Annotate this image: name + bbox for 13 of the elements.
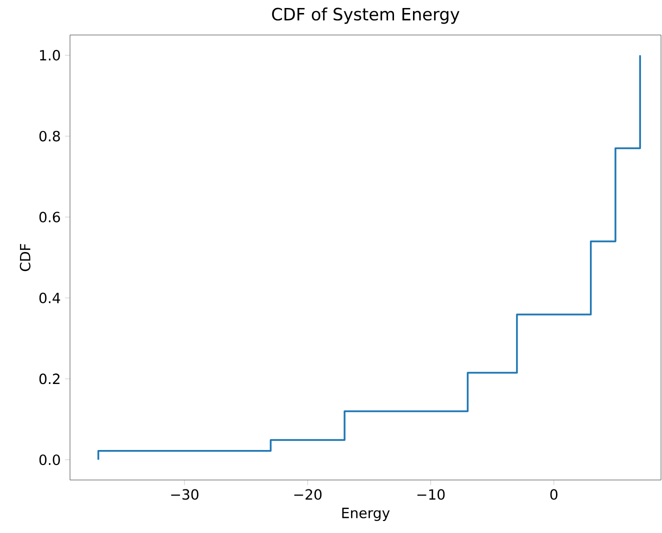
y-axis-title: CDF — [20, 244, 30, 272]
x-tick-label: −20 — [294, 489, 322, 500]
y-tick-label: 1.0 — [40, 50, 60, 61]
y-tick-label: 0.0 — [39, 454, 60, 466]
x-axis-title: Energy — [342, 508, 390, 521]
y-tick-label: 0.2 — [39, 374, 60, 384]
x-tick-label: 0 — [550, 489, 558, 500]
y-tick-label: 0.6 — [39, 212, 60, 222]
x-tick-label: −10 — [417, 489, 445, 500]
chart-title: CDF of System Energy — [272, 8, 460, 24]
y-tick-label: 0.8 — [39, 130, 60, 142]
x-tick-label: −30 — [171, 489, 198, 500]
y-tick-label: 0.4 — [39, 292, 60, 304]
